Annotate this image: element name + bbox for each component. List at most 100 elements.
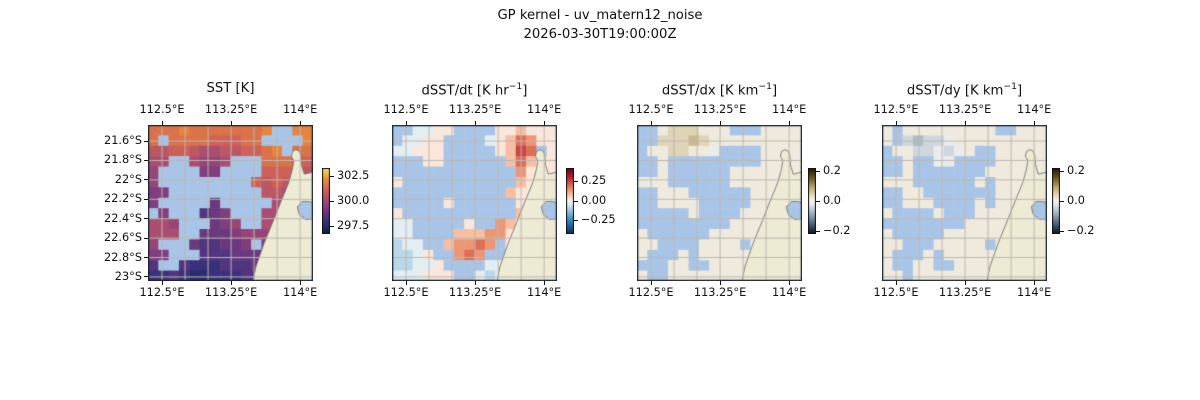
lat-tick-mark [144, 237, 148, 239]
lon-tick-mark-bottom [650, 281, 652, 285]
lat-tick-label: 22.2°S [104, 192, 142, 206]
colorbar-tick-label: 300.0 [337, 193, 370, 207]
lon-tick-label-top: 113.25°E [448, 103, 502, 116]
colorbar-tick-mark [1060, 200, 1064, 202]
lon-tick-mark-top [299, 121, 301, 125]
colorbar-tick-mark [816, 200, 820, 202]
colorbar-tick-label: 0.2 [1067, 163, 1085, 177]
lon-tick-label-top: 113.25°E [938, 103, 992, 116]
colorbar-tick-mark [574, 219, 578, 221]
lon-tick-mark-top [161, 121, 163, 125]
colorbar-dsst_dt [566, 168, 574, 234]
colorbar-tick-label: 0.00 [581, 193, 607, 207]
lon-tick-mark-bottom [299, 281, 301, 285]
lon-tick-label-top: 113.25°E [693, 103, 747, 116]
lon-tick-label-bottom: 114°E [282, 285, 318, 299]
map-canvas-dsst_dx [637, 125, 802, 281]
lon-tick-label-top: 112.5°E [873, 103, 919, 116]
lon-tick-mark-top [405, 121, 407, 125]
lon-tick-mark-bottom [474, 281, 476, 285]
lat-tick-mark [144, 276, 148, 278]
map-canvas-dsst_dt [392, 125, 557, 281]
lon-tick-label-top: 114°E [771, 103, 807, 116]
lon-tick-mark-bottom [1033, 281, 1035, 285]
panel-title-dsst_dx: dSST/dx [K km−1] [661, 81, 778, 99]
lon-tick-label-bottom: 112.5°E [383, 285, 429, 299]
lat-tick-label: 21.6°S [104, 134, 142, 148]
colorbar-tick-label: 0.25 [581, 174, 607, 188]
lon-tick-label-bottom: 114°E [526, 285, 562, 299]
lat-tick-label: 23°S [114, 269, 142, 283]
lon-tick-label-bottom: 112.5°E [873, 285, 919, 299]
colorbar-tick-label: 0.0 [823, 193, 841, 207]
figure-title: GP kernel - uv_matern12_noise 2026-03-30… [0, 6, 1200, 44]
lat-tick-label: 22°S [114, 172, 142, 186]
panel-title-dsst_dt: dSST/dt [K hr−1] [421, 81, 528, 99]
lon-tick-label-bottom: 113.25°E [448, 285, 502, 299]
colorbar-tick-label: 0.0 [1067, 193, 1085, 207]
lon-tick-mark-top [719, 121, 721, 125]
figure-title-line1: GP kernel - uv_matern12_noise [497, 8, 703, 23]
lon-tick-label-bottom: 114°E [771, 285, 807, 299]
lon-tick-mark-top [230, 121, 232, 125]
lon-tick-label-top: 112.5°E [139, 103, 185, 116]
lon-tick-mark-top [650, 121, 652, 125]
colorbar-tick-label: −0.2 [1067, 223, 1095, 237]
lon-tick-label-bottom: 114°E [1016, 285, 1052, 299]
lon-tick-mark-bottom [788, 281, 790, 285]
lat-tick-mark [144, 198, 148, 200]
lon-tick-label-bottom: 112.5°E [139, 285, 185, 299]
colorbar-tick-mark [574, 181, 578, 183]
colorbar-tick-label: −0.2 [823, 223, 851, 237]
lon-tick-mark-bottom [543, 281, 545, 285]
colorbar-tick-label: 297.5 [337, 218, 370, 232]
lon-tick-label-top: 114°E [282, 103, 318, 116]
colorbar-tick-mark [330, 175, 334, 177]
colorbar-tick-label: −0.25 [581, 212, 616, 226]
figure-title-line2: 2026-03-30T19:00:00Z [523, 27, 677, 42]
lat-tick-label: 22.4°S [104, 211, 142, 225]
lon-tick-label-top: 112.5°E [628, 103, 674, 116]
lon-tick-mark-bottom [964, 281, 966, 285]
lon-tick-label-bottom: 113.25°E [938, 285, 992, 299]
lat-tick-mark [144, 218, 148, 220]
lat-tick-mark [144, 159, 148, 161]
lon-tick-mark-top [895, 121, 897, 125]
lon-tick-mark-top [788, 121, 790, 125]
lon-tick-mark-bottom [719, 281, 721, 285]
lon-tick-label-bottom: 113.25°E [693, 285, 747, 299]
colorbar-dsst_dx [808, 168, 816, 234]
lon-tick-mark-bottom [895, 281, 897, 285]
colorbar-tick-label: 302.5 [337, 168, 370, 182]
colorbar-tick-mark [1060, 230, 1064, 232]
colorbar-tick-mark [574, 200, 578, 202]
colorbar-tick-mark [816, 230, 820, 232]
lat-tick-label: 21.8°S [104, 153, 142, 167]
colorbar-tick-mark [330, 200, 334, 202]
lon-tick-mark-bottom [405, 281, 407, 285]
colorbar-tick-mark [816, 170, 820, 172]
colorbar-tick-mark [330, 225, 334, 227]
lon-tick-mark-top [964, 121, 966, 125]
colorbar-tick-mark [1060, 170, 1064, 172]
lat-tick-label: 22.8°S [104, 250, 142, 264]
map-canvas-dsst_dy [882, 125, 1047, 281]
colorbar-sst [322, 168, 330, 234]
lon-tick-label-top: 114°E [1016, 103, 1052, 116]
lat-tick-mark [144, 179, 148, 181]
lat-tick-mark [144, 257, 148, 259]
colorbar-dsst_dy [1052, 168, 1060, 234]
lon-tick-mark-bottom [230, 281, 232, 285]
lon-tick-mark-top [474, 121, 476, 125]
panel-title-sst: SST [K] [206, 81, 255, 96]
map-canvas-sst [148, 125, 313, 281]
lon-tick-label-top: 113.25°E [204, 103, 258, 116]
lon-tick-mark-top [543, 121, 545, 125]
lon-tick-mark-top [1033, 121, 1035, 125]
lon-tick-label-top: 112.5°E [383, 103, 429, 116]
lat-tick-label: 22.6°S [104, 231, 142, 245]
lat-tick-mark [144, 140, 148, 142]
lon-tick-mark-bottom [161, 281, 163, 285]
lon-tick-label-top: 114°E [526, 103, 562, 116]
colorbar-tick-label: 0.2 [823, 163, 841, 177]
